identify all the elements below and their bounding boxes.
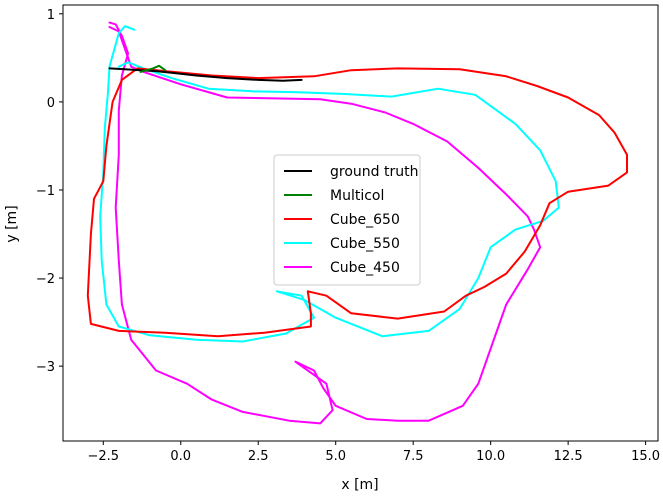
y-tick-label: −2 [36,272,55,287]
y-tick-label: 0 [47,96,55,111]
x-axis-label: x [m] [341,477,378,493]
series-line-cube-550 [99,25,560,343]
series-layer [86,21,628,425]
plot-area [62,4,659,442]
x-tick-label: 12.5 [554,449,583,464]
x-tick-label: 7.5 [403,449,424,464]
legend-label: Multicol [330,188,384,204]
y-tick-label: −3 [36,360,55,375]
series-line-multicol [139,64,167,73]
legend-entries: ground truth Multicol Cube_650 Cube_550 Cube… [284,164,418,276]
x-tick-label: 0.0 [170,449,191,464]
plot-frame [62,4,659,442]
series-line-cube-450 [108,21,542,425]
series-line-ground-truth [108,67,303,82]
x-tick-label: 15.0 [631,449,660,464]
x-tick-label: 2.5 [248,449,269,464]
y-axis-label: y [m] [4,205,20,242]
x-axis-ticks: −2.5 0.0 2.5 5.0 7.5 10.0 12.5 15.0 [87,441,660,464]
series-line-cube-650 [86,67,628,338]
legend-label: Cube_450 [330,260,400,276]
legend-label: Cube_550 [330,236,400,252]
x-tick-label: −2.5 [87,449,119,464]
legend-label: Cube_650 [330,212,400,228]
x-tick-label: 5.0 [325,449,346,464]
y-axis-ticks: 1 0 −1 −2 −3 [36,8,63,375]
legend-box [273,154,421,286]
legend: ground truth Multicol Cube_650 Cube_550 Cube… [273,154,421,286]
y-tick-label: −1 [36,184,55,199]
y-tick-label: 1 [47,8,55,23]
legend-label: ground truth [330,164,418,180]
x-tick-label: 10.0 [476,449,505,464]
